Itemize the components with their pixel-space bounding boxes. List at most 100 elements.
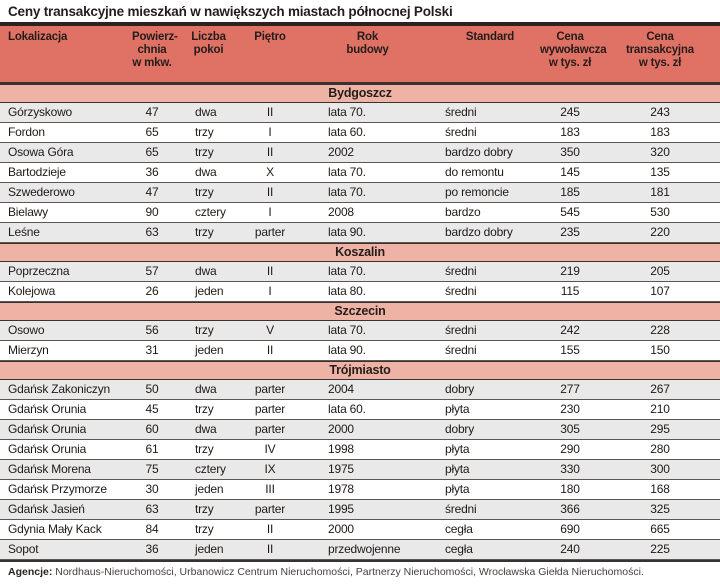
table-row: Leśne 63 trzy parter lata 90. bardzo dobry 235…	[0, 223, 720, 243]
table-cell: I	[268, 125, 272, 139]
table-row: Mierzyn 31 jeden II lata 90. średni 155 150	[0, 341, 720, 361]
table-cell: średni	[445, 284, 477, 298]
table-cell: 47	[145, 105, 159, 119]
column-header: Piętro	[254, 31, 286, 43]
table-row: Gdynia Mały Kack 84 trzy II 2000 cegła 690 665	[0, 520, 720, 540]
table-cell: 2000	[328, 522, 354, 536]
table-cell: dwa	[195, 105, 217, 119]
table-cell: 155	[560, 343, 580, 357]
page-title: Ceny transakcyjne mieszkań w nawiększych…	[0, 0, 720, 22]
table-cell: lata 70.	[328, 105, 366, 119]
table-cell: lata 90.	[328, 225, 366, 239]
table-cell: 168	[650, 482, 670, 496]
table-cell: II	[266, 105, 274, 119]
table-cell: 225	[650, 542, 670, 556]
table-cell: Fordon	[8, 125, 45, 139]
table-cell: 47	[145, 185, 159, 199]
table-cell: do remontu	[445, 165, 504, 179]
table-cell: Gdańsk Orunia	[8, 402, 87, 416]
table-cell: trzy	[195, 225, 214, 239]
table-cell: cztery	[195, 462, 226, 476]
table-cell: 2008	[328, 205, 354, 219]
table-cell: 36	[145, 542, 159, 556]
table-cell: 90	[145, 205, 159, 219]
table-cell: 228	[650, 323, 670, 337]
table-cell: 107	[650, 284, 670, 298]
table-cell: parter	[254, 402, 286, 416]
table-cell: 300	[650, 462, 670, 476]
table-cell: bardzo dobry	[445, 225, 513, 239]
table-cell: 267	[650, 382, 670, 396]
column-header: Rok budowy	[346, 31, 389, 56]
table-cell: 145	[560, 165, 580, 179]
table-row: Gdańsk Orunia 45 trzy parter lata 60. płyta 23…	[0, 400, 720, 420]
table-cell: II	[266, 343, 274, 357]
table-cell: średni	[445, 264, 477, 278]
table-cell: lata 70.	[328, 185, 366, 199]
source-note-text: Nordhaus-Nieruchomości, Urbanowicz Centr…	[52, 566, 644, 578]
table-cell: lata 70.	[328, 165, 366, 179]
column-header: Liczba pokoi	[191, 31, 226, 56]
table-cell: II	[266, 264, 274, 278]
table-cell: trzy	[195, 125, 214, 139]
table-cell: 181	[650, 185, 670, 199]
table-cell: Gdańsk Orunia	[8, 442, 87, 456]
column-header: Powierz- chnia w mkw.	[132, 31, 178, 69]
table-cell: średni	[445, 323, 477, 337]
table-cell: 280	[650, 442, 670, 456]
table-cell: 36	[145, 165, 159, 179]
table-cell: 305	[560, 422, 580, 436]
table-cell: lata 60.	[328, 125, 366, 139]
table-cell: dwa	[195, 422, 217, 436]
table-cell: trzy	[195, 502, 214, 516]
table-cell: jeden	[195, 343, 224, 357]
table-cell: 60	[145, 422, 159, 436]
table-row: Osowa Góra 65 trzy II 2002 bardzo dobry 350 320	[0, 143, 720, 163]
table-cell: 330	[560, 462, 580, 476]
header-row: Lokalizacja Powierz- chnia w mkw. Liczba p…	[0, 26, 720, 84]
table-cell: parter	[254, 502, 286, 516]
table-cell: dobry	[445, 422, 475, 436]
table-cell: dobry	[445, 382, 475, 396]
table-cell: jeden	[195, 284, 224, 298]
table-row: Gdańsk Orunia 61 trzy IV 1998 płyta 290 280	[0, 440, 720, 460]
table-row: Gdańsk Morena 75 cztery IX 1975 płyta 330 300	[0, 460, 720, 480]
table-cell: parter	[254, 422, 286, 436]
table-cell: 366	[560, 502, 580, 516]
table-cell: IV	[264, 442, 276, 456]
title-divider	[0, 22, 720, 26]
table-cell: 350	[560, 145, 580, 159]
section-header: Szczecin	[0, 302, 720, 321]
table-cell: Bartodzieje	[8, 165, 66, 179]
table-cell: 242	[560, 323, 580, 337]
table-cell: przedwojenne	[328, 542, 401, 556]
table-body: Bydgoszcz Górzyskowo 47 dwa II lata 70. średni…	[0, 84, 720, 560]
table-row: Bielawy 90 cztery I 2008 bardzo 545 530	[0, 203, 720, 223]
table-cell: Górzyskowo	[8, 105, 73, 119]
table-cell: bardzo dobry	[445, 145, 513, 159]
table-cell: 205	[650, 264, 670, 278]
table-cell: Gdańsk Przymorze	[8, 482, 107, 496]
table-cell: 45	[145, 402, 159, 416]
table-cell: Szwederowo	[8, 185, 75, 199]
table-cell: Poprzeczna	[8, 264, 70, 278]
table-cell: Gdańsk Orunia	[8, 422, 87, 436]
table-cell: 84	[145, 522, 159, 536]
section-header: Koszalin	[0, 243, 720, 262]
table-cell: bardzo	[445, 205, 481, 219]
table-cell: 2000	[328, 422, 354, 436]
table-cell: 243	[650, 105, 670, 119]
table-cell: 63	[145, 502, 159, 516]
table-cell: trzy	[195, 402, 214, 416]
table-cell: 325	[650, 502, 670, 516]
table-cell: 295	[650, 422, 670, 436]
table-cell: Sopot	[8, 542, 39, 556]
table-cell: 30	[145, 482, 159, 496]
table-cell: Mierzyn	[8, 343, 49, 357]
table-cell: Kolejowa	[8, 284, 56, 298]
table-cell: trzy	[195, 442, 214, 456]
table-cell: 240	[560, 542, 580, 556]
